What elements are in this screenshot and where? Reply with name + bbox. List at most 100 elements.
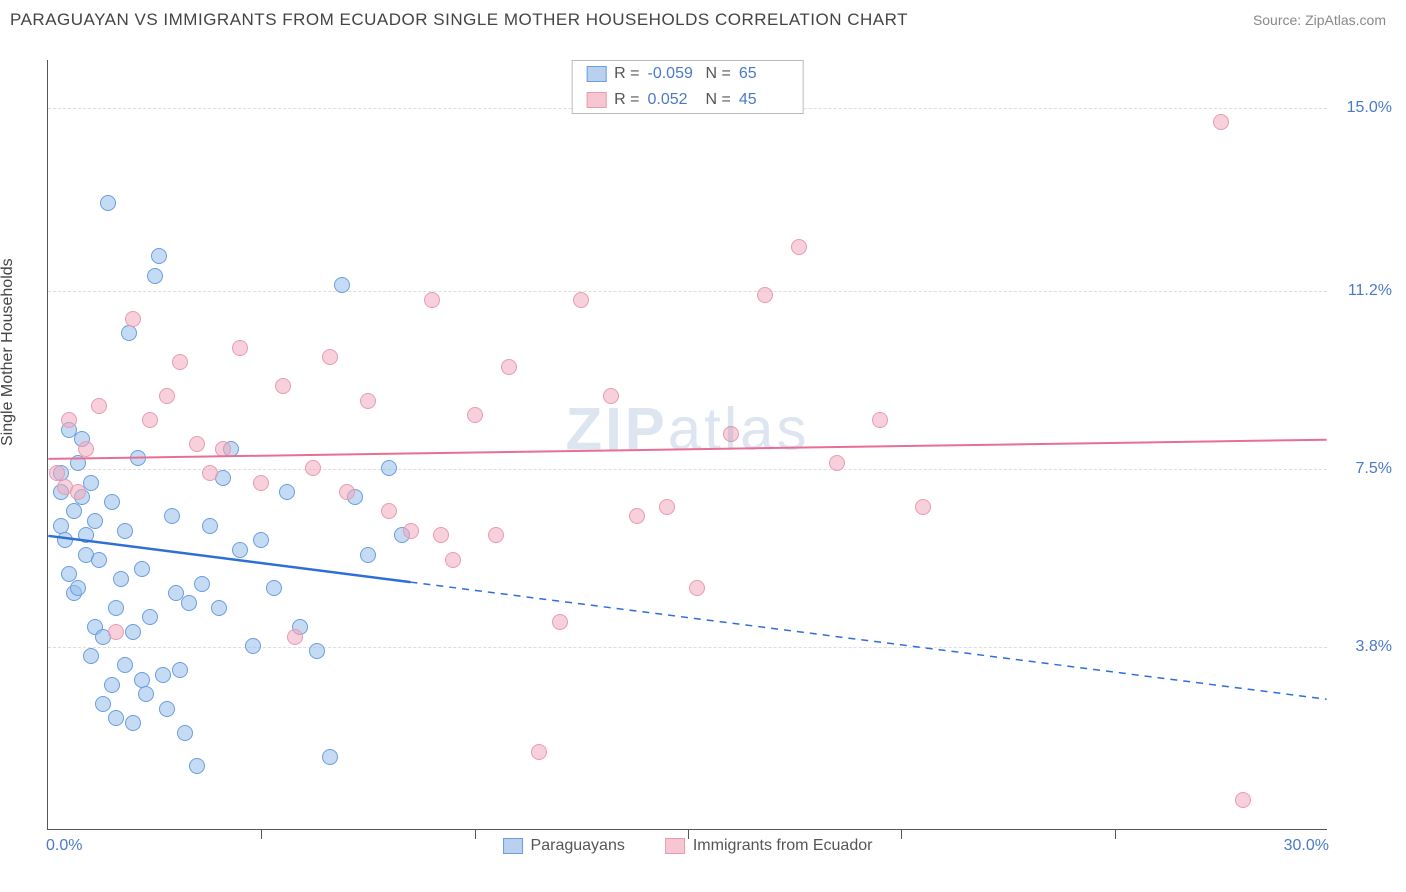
- data-point-ecuador: [275, 378, 291, 394]
- trend-lines: [48, 60, 1327, 829]
- data-point-paraguayans: [245, 638, 261, 654]
- data-point-paraguayans: [104, 677, 120, 693]
- y-tick-label: 7.5%: [1332, 460, 1392, 478]
- data-point-paraguayans: [87, 513, 103, 529]
- data-point-ecuador: [757, 287, 773, 303]
- data-point-paraguayans: [91, 552, 107, 568]
- data-point-paraguayans: [181, 595, 197, 611]
- data-point-ecuador: [467, 407, 483, 423]
- data-point-paraguayans: [113, 571, 129, 587]
- data-point-ecuador: [78, 441, 94, 457]
- x-tick: [1115, 829, 1116, 839]
- data-point-ecuador: [49, 465, 65, 481]
- n-label: N =: [706, 65, 731, 83]
- data-point-paraguayans: [70, 580, 86, 596]
- data-point-ecuador: [689, 580, 705, 596]
- data-point-ecuador: [552, 614, 568, 630]
- data-point-ecuador: [629, 508, 645, 524]
- data-point-paraguayans: [322, 749, 338, 765]
- data-point-ecuador: [603, 388, 619, 404]
- data-point-ecuador: [791, 239, 807, 255]
- data-point-ecuador: [1235, 792, 1251, 808]
- data-point-paraguayans: [142, 609, 158, 625]
- data-point-paraguayans: [172, 662, 188, 678]
- chart-header: PARAGUAYAN VS IMMIGRANTS FROM ECUADOR SI…: [0, 0, 1406, 36]
- data-point-paraguayans: [155, 667, 171, 683]
- data-point-ecuador: [573, 292, 589, 308]
- data-point-ecuador: [202, 465, 218, 481]
- data-point-paraguayans: [117, 657, 133, 673]
- r-label: R =: [614, 91, 639, 109]
- data-point-ecuador: [287, 629, 303, 645]
- data-point-paraguayans: [151, 248, 167, 264]
- data-point-ecuador: [1213, 114, 1229, 130]
- data-point-ecuador: [108, 624, 124, 640]
- data-point-paraguayans: [194, 576, 210, 592]
- data-point-paraguayans: [360, 547, 376, 563]
- data-point-ecuador: [61, 412, 77, 428]
- chart-title: PARAGUAYAN VS IMMIGRANTS FROM ECUADOR SI…: [10, 10, 908, 30]
- legend-swatch: [503, 838, 523, 854]
- data-point-paraguayans: [70, 455, 86, 471]
- data-point-paraguayans: [164, 508, 180, 524]
- x-tick: [261, 829, 262, 839]
- data-point-ecuador: [403, 523, 419, 539]
- correlation-legend: R =-0.059N =65R =0.052N =45: [571, 60, 804, 114]
- data-point-ecuador: [215, 441, 231, 457]
- y-tick-label: 15.0%: [1332, 99, 1392, 117]
- data-point-ecuador: [501, 359, 517, 375]
- data-point-paraguayans: [78, 527, 94, 543]
- data-point-ecuador: [253, 475, 269, 491]
- data-point-paraguayans: [159, 701, 175, 717]
- data-point-paraguayans: [61, 566, 77, 582]
- legend-item: Paraguayans: [503, 837, 625, 855]
- data-point-paraguayans: [83, 648, 99, 664]
- data-point-ecuador: [360, 393, 376, 409]
- data-point-ecuador: [91, 398, 107, 414]
- data-point-paraguayans: [147, 268, 163, 284]
- data-point-ecuador: [829, 455, 845, 471]
- legend-swatch: [586, 92, 606, 108]
- data-point-paraguayans: [130, 450, 146, 466]
- data-point-ecuador: [322, 349, 338, 365]
- data-point-ecuador: [424, 292, 440, 308]
- legend-swatch: [586, 66, 606, 82]
- data-point-ecuador: [659, 499, 675, 515]
- n-value: 45: [739, 91, 789, 109]
- data-point-paraguayans: [108, 710, 124, 726]
- data-point-ecuador: [142, 412, 158, 428]
- legend-label: Immigrants from Ecuador: [693, 837, 873, 855]
- data-point-paraguayans: [125, 624, 141, 640]
- data-point-paraguayans: [121, 325, 137, 341]
- series-legend: Paraguayans Immigrants from Ecuador: [503, 837, 873, 855]
- data-point-paraguayans: [104, 494, 120, 510]
- legend-stat-row: R =-0.059N =65: [572, 61, 803, 87]
- data-point-ecuador: [305, 460, 321, 476]
- legend-item: Immigrants from Ecuador: [665, 837, 873, 855]
- data-point-paraguayans: [232, 542, 248, 558]
- x-axis-label: 30.0%: [1284, 837, 1329, 855]
- data-point-ecuador: [872, 412, 888, 428]
- data-point-paraguayans: [108, 600, 124, 616]
- data-point-ecuador: [915, 499, 931, 515]
- r-value: -0.059: [648, 65, 698, 83]
- data-point-ecuador: [488, 527, 504, 543]
- data-point-paraguayans: [117, 523, 133, 539]
- data-point-ecuador: [189, 436, 205, 452]
- data-point-ecuador: [531, 744, 547, 760]
- data-point-paraguayans: [381, 460, 397, 476]
- data-point-ecuador: [445, 552, 461, 568]
- data-point-paraguayans: [134, 561, 150, 577]
- data-point-ecuador: [433, 527, 449, 543]
- data-point-ecuador: [723, 426, 739, 442]
- data-point-ecuador: [125, 311, 141, 327]
- n-label: N =: [706, 91, 731, 109]
- data-point-paraguayans: [211, 600, 227, 616]
- data-point-paraguayans: [202, 518, 218, 534]
- y-tick-label: 3.8%: [1332, 638, 1392, 656]
- chart-plot-area: ZIPatlas R =-0.059N =65R =0.052N =45 Par…: [47, 60, 1327, 830]
- data-point-paraguayans: [279, 484, 295, 500]
- data-point-paraguayans: [309, 643, 325, 659]
- data-point-paraguayans: [334, 277, 350, 293]
- data-point-ecuador: [172, 354, 188, 370]
